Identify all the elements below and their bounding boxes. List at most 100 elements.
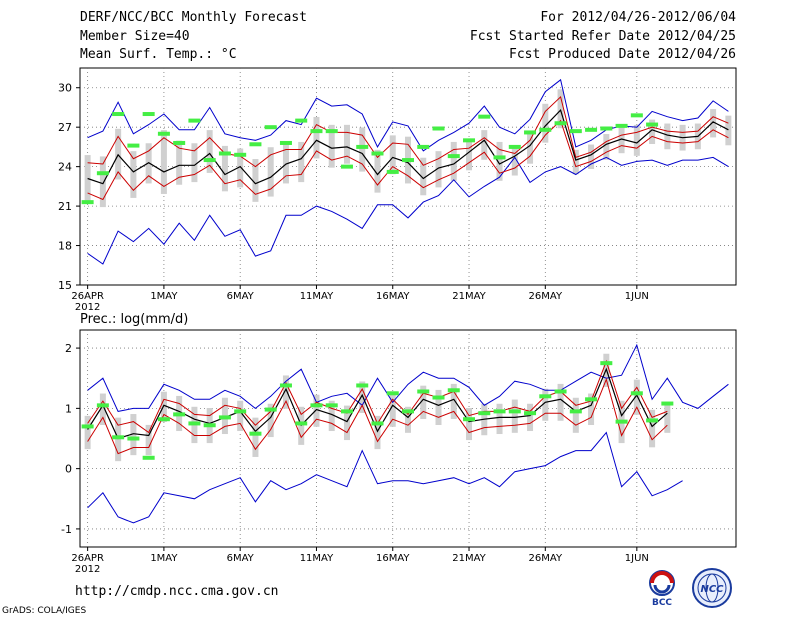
prec-obs-marker <box>173 412 186 417</box>
prec-obs-marker <box>203 423 216 428</box>
prec-spread-box <box>405 406 411 433</box>
temp-spread-box <box>496 141 503 181</box>
temp-spread-box <box>618 127 625 154</box>
temp-spread-box <box>389 135 396 175</box>
temp-obs-marker <box>371 151 384 156</box>
temp-ytick-label: 30 <box>58 82 72 95</box>
variable-label: Mean Surf. Temp.: °C <box>80 47 237 62</box>
temp-ytick-label: 18 <box>58 240 72 253</box>
prec-obs-marker <box>386 391 399 396</box>
temp-spread-box <box>603 134 610 160</box>
temp-spread-box <box>572 149 579 175</box>
prec-spread-box <box>282 375 289 409</box>
temp-obs-marker <box>112 112 125 117</box>
temp-xtick-label: 26APR <box>71 291 104 302</box>
prec-spread-box <box>466 407 473 441</box>
prec-obs-marker <box>234 409 247 414</box>
prec-obs-marker <box>539 394 552 399</box>
temp-xtick-label: 1MAY <box>150 291 178 302</box>
temp-obs-marker <box>478 114 491 119</box>
prec-obs-marker <box>96 403 109 408</box>
temp-obs-marker <box>630 113 643 118</box>
temp-obs-marker <box>81 200 94 205</box>
prec-obs-marker <box>585 397 598 402</box>
prec-spread-box <box>359 381 366 413</box>
prec-spread-box <box>633 379 640 415</box>
temp-obs-marker <box>493 155 506 160</box>
temp-spread-box <box>481 130 488 160</box>
prec-obs-marker <box>630 391 643 396</box>
temp-obs-marker <box>188 118 201 123</box>
footer-url[interactable]: http://cmdp.ncc.cma.gov.cn <box>75 584 279 599</box>
prec-obs-marker <box>615 419 628 424</box>
prec-obs-marker <box>340 409 353 414</box>
prec-spread-box <box>145 424 152 456</box>
temp-spread-box <box>588 144 595 169</box>
temp-spread-box <box>267 147 274 197</box>
temp-obs-marker <box>508 144 521 149</box>
temp-obs-marker <box>600 126 613 131</box>
temp-spread-box <box>237 148 244 188</box>
temp-obs-marker <box>295 118 308 123</box>
member-size: Member Size=40 <box>80 29 190 44</box>
prec-obs-marker <box>569 409 582 414</box>
temp-xtick-label: 21MAY <box>452 291 486 302</box>
prec-xtick-label: 1MAY <box>150 553 178 564</box>
prec-obs-marker <box>218 415 231 420</box>
temp-spread-box <box>664 123 671 150</box>
prec-obs-marker <box>508 409 521 414</box>
produced-date: Fcst Produced Date 2012/04/26 <box>509 47 736 62</box>
temp-spread-box <box>206 130 213 173</box>
temp-spread-box <box>527 132 534 164</box>
temp-spread-box <box>450 141 457 181</box>
prec-xtick-label: 26APR <box>71 553 104 564</box>
prec-obs-marker <box>356 383 369 388</box>
prec-spread-box <box>420 385 427 419</box>
temp-obs-marker <box>539 127 552 132</box>
temp-spread-box <box>511 145 518 176</box>
prec-spread-box <box>557 383 564 421</box>
temp-min-line <box>87 156 729 265</box>
temp-obs-marker <box>569 129 582 134</box>
temp-obs-marker <box>554 121 567 126</box>
temp-xtick-label: 16MAY <box>376 291 410 302</box>
prec-title: Prec.: log(mm/d) <box>80 312 188 327</box>
temp-obs-marker <box>402 158 414 163</box>
prec-obs-marker <box>142 455 155 460</box>
prec-ytick-label: -1 <box>61 523 72 536</box>
temp-spread-box <box>435 151 442 188</box>
prec-spread-box <box>527 403 534 432</box>
started-date: Fcst Started Refer Date 2012/04/25 <box>469 29 736 44</box>
temp-spread-high-line <box>87 95 729 168</box>
ncc-logo: NCC <box>692 568 732 608</box>
temp-obs-marker <box>249 142 262 147</box>
temp-obs-marker <box>234 152 247 157</box>
prec-panel: -1 0 1 2 26APR 1MAY 6MAY 11MAY 16MAY 21MAY 26MAY 1J… <box>61 312 737 575</box>
prec-spread-box <box>130 414 137 456</box>
prec-spread-box <box>435 389 442 425</box>
prec-spread-box <box>115 417 122 462</box>
prec-obs-marker <box>600 361 613 366</box>
temp-spread-low-line <box>87 119 729 201</box>
temp-obs-marker <box>127 143 140 148</box>
temp-spread-box <box>298 141 305 183</box>
prec-obs-marker <box>279 383 292 388</box>
temp-obs-marker <box>356 144 369 149</box>
prec-obs-marker <box>81 424 94 429</box>
temp-panel: 15 18 21 24 27 30 26APR 1MAY 6MAY 11MAY 16MAY 21MAY… <box>58 67 737 313</box>
bcc-logo-text: BCC <box>652 598 672 608</box>
temp-spread-box <box>160 130 167 194</box>
prec-obs-marker <box>417 389 430 394</box>
temp-spread-box <box>420 157 427 196</box>
temp-ytick-label: 27 <box>58 121 72 134</box>
prec-xtick-label: 6MAY <box>227 553 255 564</box>
prec-spread-box <box>267 403 274 438</box>
temp-spread-box <box>221 145 228 192</box>
temp-obs-marker <box>585 127 598 132</box>
prec-ytick-label: 2 <box>65 342 72 355</box>
prec-spread-box <box>389 391 396 427</box>
prec-year-label: 2012 <box>75 564 100 575</box>
prec-spread-box <box>542 388 549 421</box>
prec-obs-marker <box>478 411 491 416</box>
